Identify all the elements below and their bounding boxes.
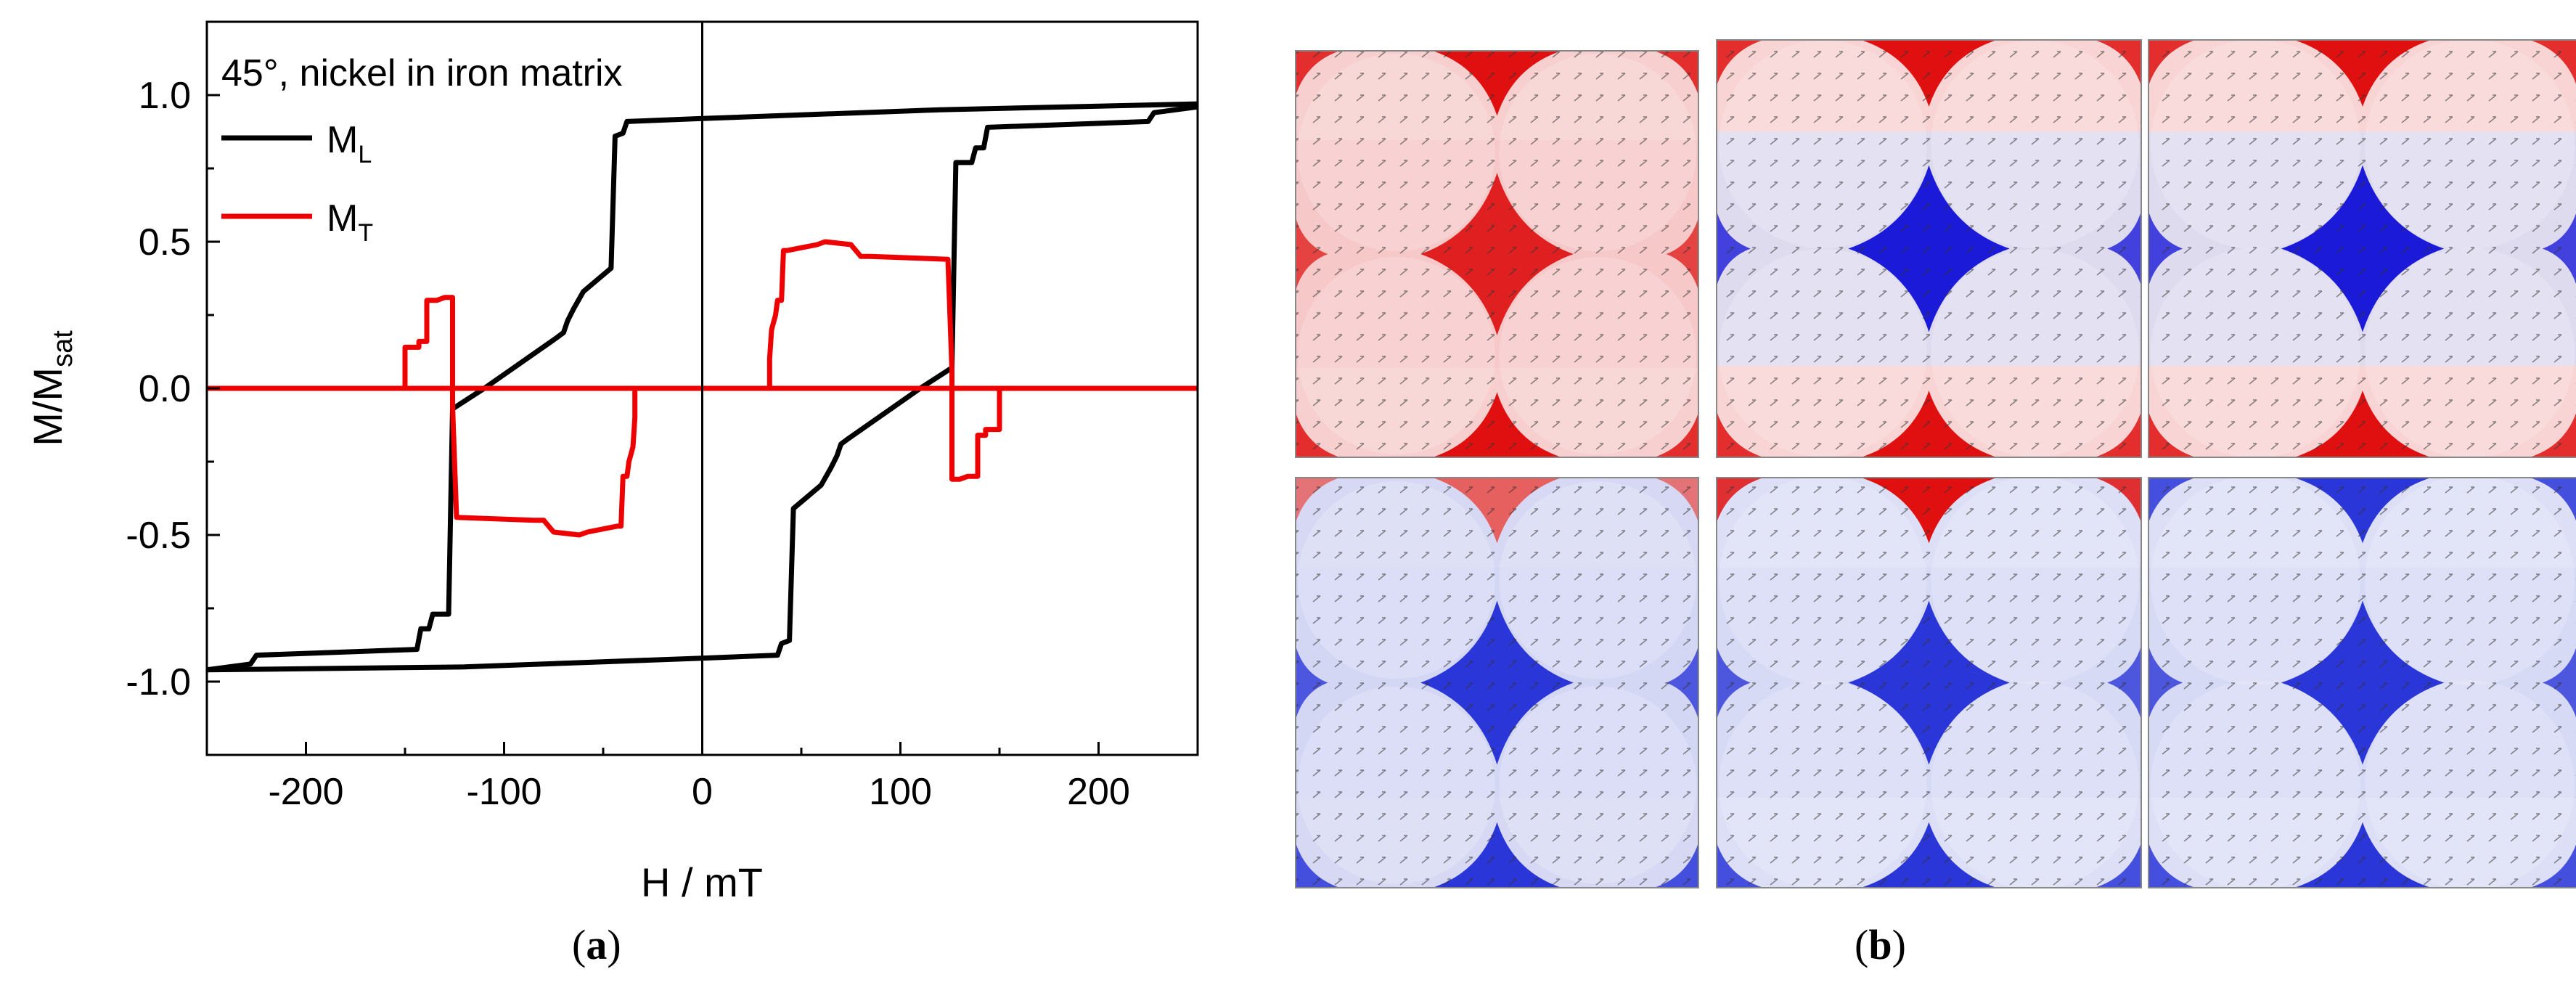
y-tick-label: 0.0 — [139, 368, 191, 410]
y-tick-label: 0.5 — [139, 221, 191, 263]
caption-b: (b) — [1855, 921, 1906, 968]
magnetization-maps — [1295, 39, 2576, 888]
map-frame — [2148, 39, 2576, 458]
x-axis-ticks: -200 -100 0 100 200 — [205, 742, 1199, 813]
arrow-field — [1296, 478, 1698, 888]
series-line-m-t-3 — [402, 295, 638, 538]
y-tick-label: -1.0 — [126, 661, 191, 703]
x-tick-label: 200 — [1067, 771, 1130, 813]
panel-b-bottom-2 — [1716, 477, 2142, 888]
panel-b-top-3 — [2148, 39, 2576, 458]
x-tick-label: -200 — [268, 771, 343, 813]
y-axis-ticks: -1.0 -0.5 0.0 0.5 1.0 — [126, 20, 220, 756]
chart-title: 45°, nickel in iron matrix — [221, 52, 623, 94]
x-tick-label: 100 — [869, 771, 932, 813]
hysteresis-chart: -200 -100 0 100 200 -1.0 -0.5 0.0 0.5 1.0 45°, n… — [25, 20, 1199, 905]
map-frame — [1295, 477, 1699, 888]
map-frame — [1295, 50, 1699, 458]
y-tick-label: 1.0 — [139, 75, 191, 117]
x-axis-label: H / mT — [641, 859, 763, 905]
series-line-m-l-0 — [207, 101, 1198, 673]
arrow-field — [2148, 40, 2576, 457]
arrow-field — [1296, 51, 1698, 457]
caption-a: (a) — [572, 921, 621, 968]
arrow-field — [1717, 478, 2141, 888]
x-tick-label: -100 — [466, 771, 541, 813]
series-line-m-t-4 — [766, 239, 1002, 482]
map-frame — [1716, 477, 2142, 888]
y-axis-label: M/Msat — [25, 330, 78, 446]
panel-b-bottom-1 — [1295, 477, 1699, 888]
panel-b-top-1 — [1295, 50, 1699, 458]
map-frame — [1716, 39, 2142, 458]
x-tick-label: 0 — [692, 771, 713, 813]
panel-b-top-2 — [1716, 39, 2142, 458]
arrow-field — [2148, 478, 2576, 888]
panel-b-bottom-3 — [2148, 477, 2576, 888]
arrow-field — [1717, 40, 2141, 457]
y-tick-label: -0.5 — [126, 515, 191, 557]
legend: ML MT — [221, 119, 373, 247]
legend-label-mt: MT — [327, 197, 373, 247]
legend-label-ml: ML — [327, 119, 372, 168]
map-frame — [2148, 477, 2576, 888]
series-line-m-l-1 — [207, 104, 1198, 673]
